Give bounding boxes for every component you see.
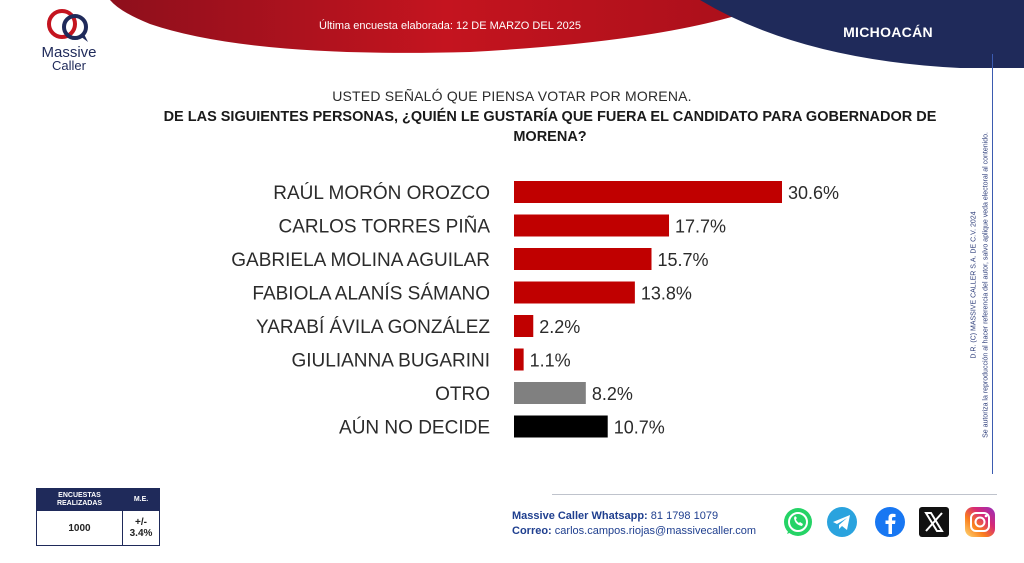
survey-date: Última encuesta elaborada: 12 DE MARZO D… [319,20,581,32]
value-label: 17.7% [675,217,726,237]
whatsapp-number[interactable]: 81 1798 1079 [650,510,719,522]
value-label: 2.2% [539,317,580,337]
margin-header: M.E. [122,489,159,511]
speech-bubble-logo-icon [47,9,88,42]
email-label: Correo: [512,525,552,537]
region-label: MICHOACÁN [843,24,933,40]
bar [514,214,670,237]
email-link[interactable]: carlos.campos.riojas@massivecaller.com [554,525,757,537]
category-label: YARABÍ ÁVILA GONZÁLEZ [256,317,490,338]
surveys-header: ENCUESTAS REALIZADAS [37,489,123,511]
category-label: GABRIELA MOLINA AGUILAR [231,250,490,271]
value-label: 13.8% [641,284,692,304]
category-label: GIULIANNA BUGARINI [292,351,491,372]
footer-divider [552,494,997,495]
copyright-line1: D.R. (C) MASSIVE CALLER S.A. DE C.V. 202… [970,211,978,359]
brand-logo: Massive Caller [30,8,108,72]
category-label: FABIOLA ALANÍS SÁMANO [252,284,490,305]
bar [514,248,652,270]
value-label: 1.1% [530,351,571,371]
contact-info: Massive Caller Whatsapp: 81 1798 1079 Co… [512,509,756,539]
category-label: AÚN NO DECIDE [339,417,490,439]
facebook-icon[interactable] [874,506,906,538]
instagram-icon[interactable] [964,506,996,538]
bar [514,348,524,371]
survey-stats-table: ENCUESTAS REALIZADAS M.E. 1000 +/- 3.4% [36,488,160,546]
whatsapp-label: Massive Caller Whatsapp: [512,510,648,522]
x-icon[interactable] [918,506,950,538]
copyright-line2: Se autoriza la reproducción al hacer ref… [982,132,990,438]
brand-name-line2: Caller [52,58,86,73]
bar [514,382,586,404]
category-label: CARLOS TORRES PIÑA [278,216,490,238]
value-label: 10.7% [614,418,665,438]
question-title: DE LAS SIGUIENTES PERSONAS, ¿QUIÉN LE GU… [163,109,937,145]
bar [514,415,608,438]
whatsapp-icon[interactable] [782,506,814,538]
value-label: 8.2% [592,384,633,404]
category-label: OTRO [435,384,490,405]
value-label: 15.7% [658,250,709,270]
question-intro: USTED SEÑALÓ QUE PIENSA VOTAR POR MORENA… [332,88,692,104]
copyright-note: D.R. (C) MASSIVE CALLER S.A. DE C.V. 202… [960,100,1000,470]
margin-value: +/- 3.4% [122,511,159,545]
surveys-value: 1000 [68,522,91,534]
bar [514,281,635,304]
side-divider [992,54,993,474]
bar-chart: RAÚL MORÓN OROZCO 30.6% CARLOS TORRES PIÑA… [231,181,839,439]
bar [514,181,782,203]
category-label: RAÚL MORÓN OROZCO [273,182,490,204]
header-banner [110,0,1024,68]
brand-name-line1: Massive [41,44,97,61]
telegram-icon[interactable] [826,506,858,538]
value-label: 30.6% [788,183,839,203]
bar [514,315,534,337]
